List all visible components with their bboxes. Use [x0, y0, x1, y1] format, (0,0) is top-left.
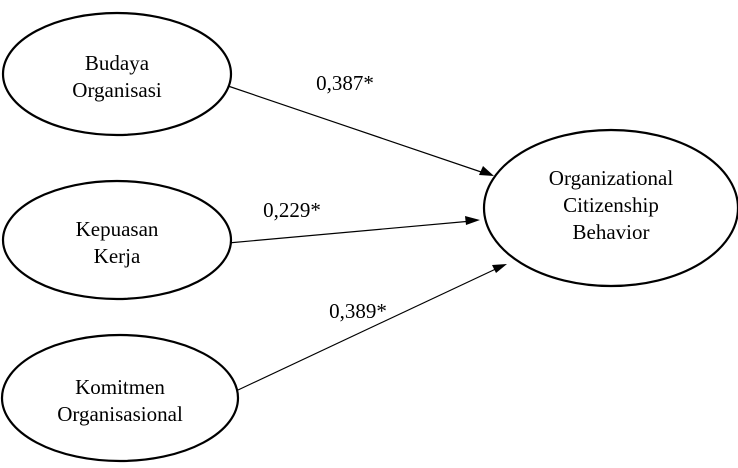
edge-label: 0,389*	[329, 299, 387, 323]
node-label-line: Behavior	[573, 220, 650, 244]
arrowhead-icon	[492, 264, 507, 273]
node-ellipse	[482, 128, 738, 288]
edge-line	[227, 85, 491, 176]
node-label-line: Citizenship	[563, 193, 659, 217]
edge-line	[227, 220, 473, 244]
node-kepuasan-kerja: Kepuasan Kerja	[1, 179, 233, 301]
edge-komitmen-to-ocb: 0,389*	[237, 264, 507, 391]
edge-line	[237, 266, 501, 391]
node-label-line: Organizational	[549, 166, 674, 190]
arrowhead-icon	[465, 216, 480, 225]
node-label-line: Budaya	[85, 51, 150, 75]
node-label-line: Komitmen	[75, 375, 165, 399]
arrowhead-icon	[479, 166, 494, 176]
edge-budaya-to-ocb: 0,387*	[227, 71, 494, 176]
node-ellipse	[0, 333, 240, 463]
edge-label: 0,229*	[263, 198, 321, 222]
node-organizational-citizenship-behavior: Organizational Citizenship Behavior	[482, 128, 738, 288]
node-label-line: Organisasi	[72, 78, 162, 102]
edge-label: 0,387*	[316, 71, 374, 95]
edge-kepuasan-to-ocb: 0,229*	[227, 198, 480, 244]
node-label-line: Kepuasan	[76, 217, 159, 241]
node-ellipse	[1, 179, 233, 301]
node-label-line: Organisasional	[57, 402, 183, 426]
node-label-line: Kerja	[94, 244, 141, 268]
node-budaya-organisasi: Budaya Organisasi	[1, 11, 233, 137]
node-ellipse	[1, 11, 233, 137]
node-komitmen-organisasional: Komitmen Organisasional	[0, 333, 240, 463]
